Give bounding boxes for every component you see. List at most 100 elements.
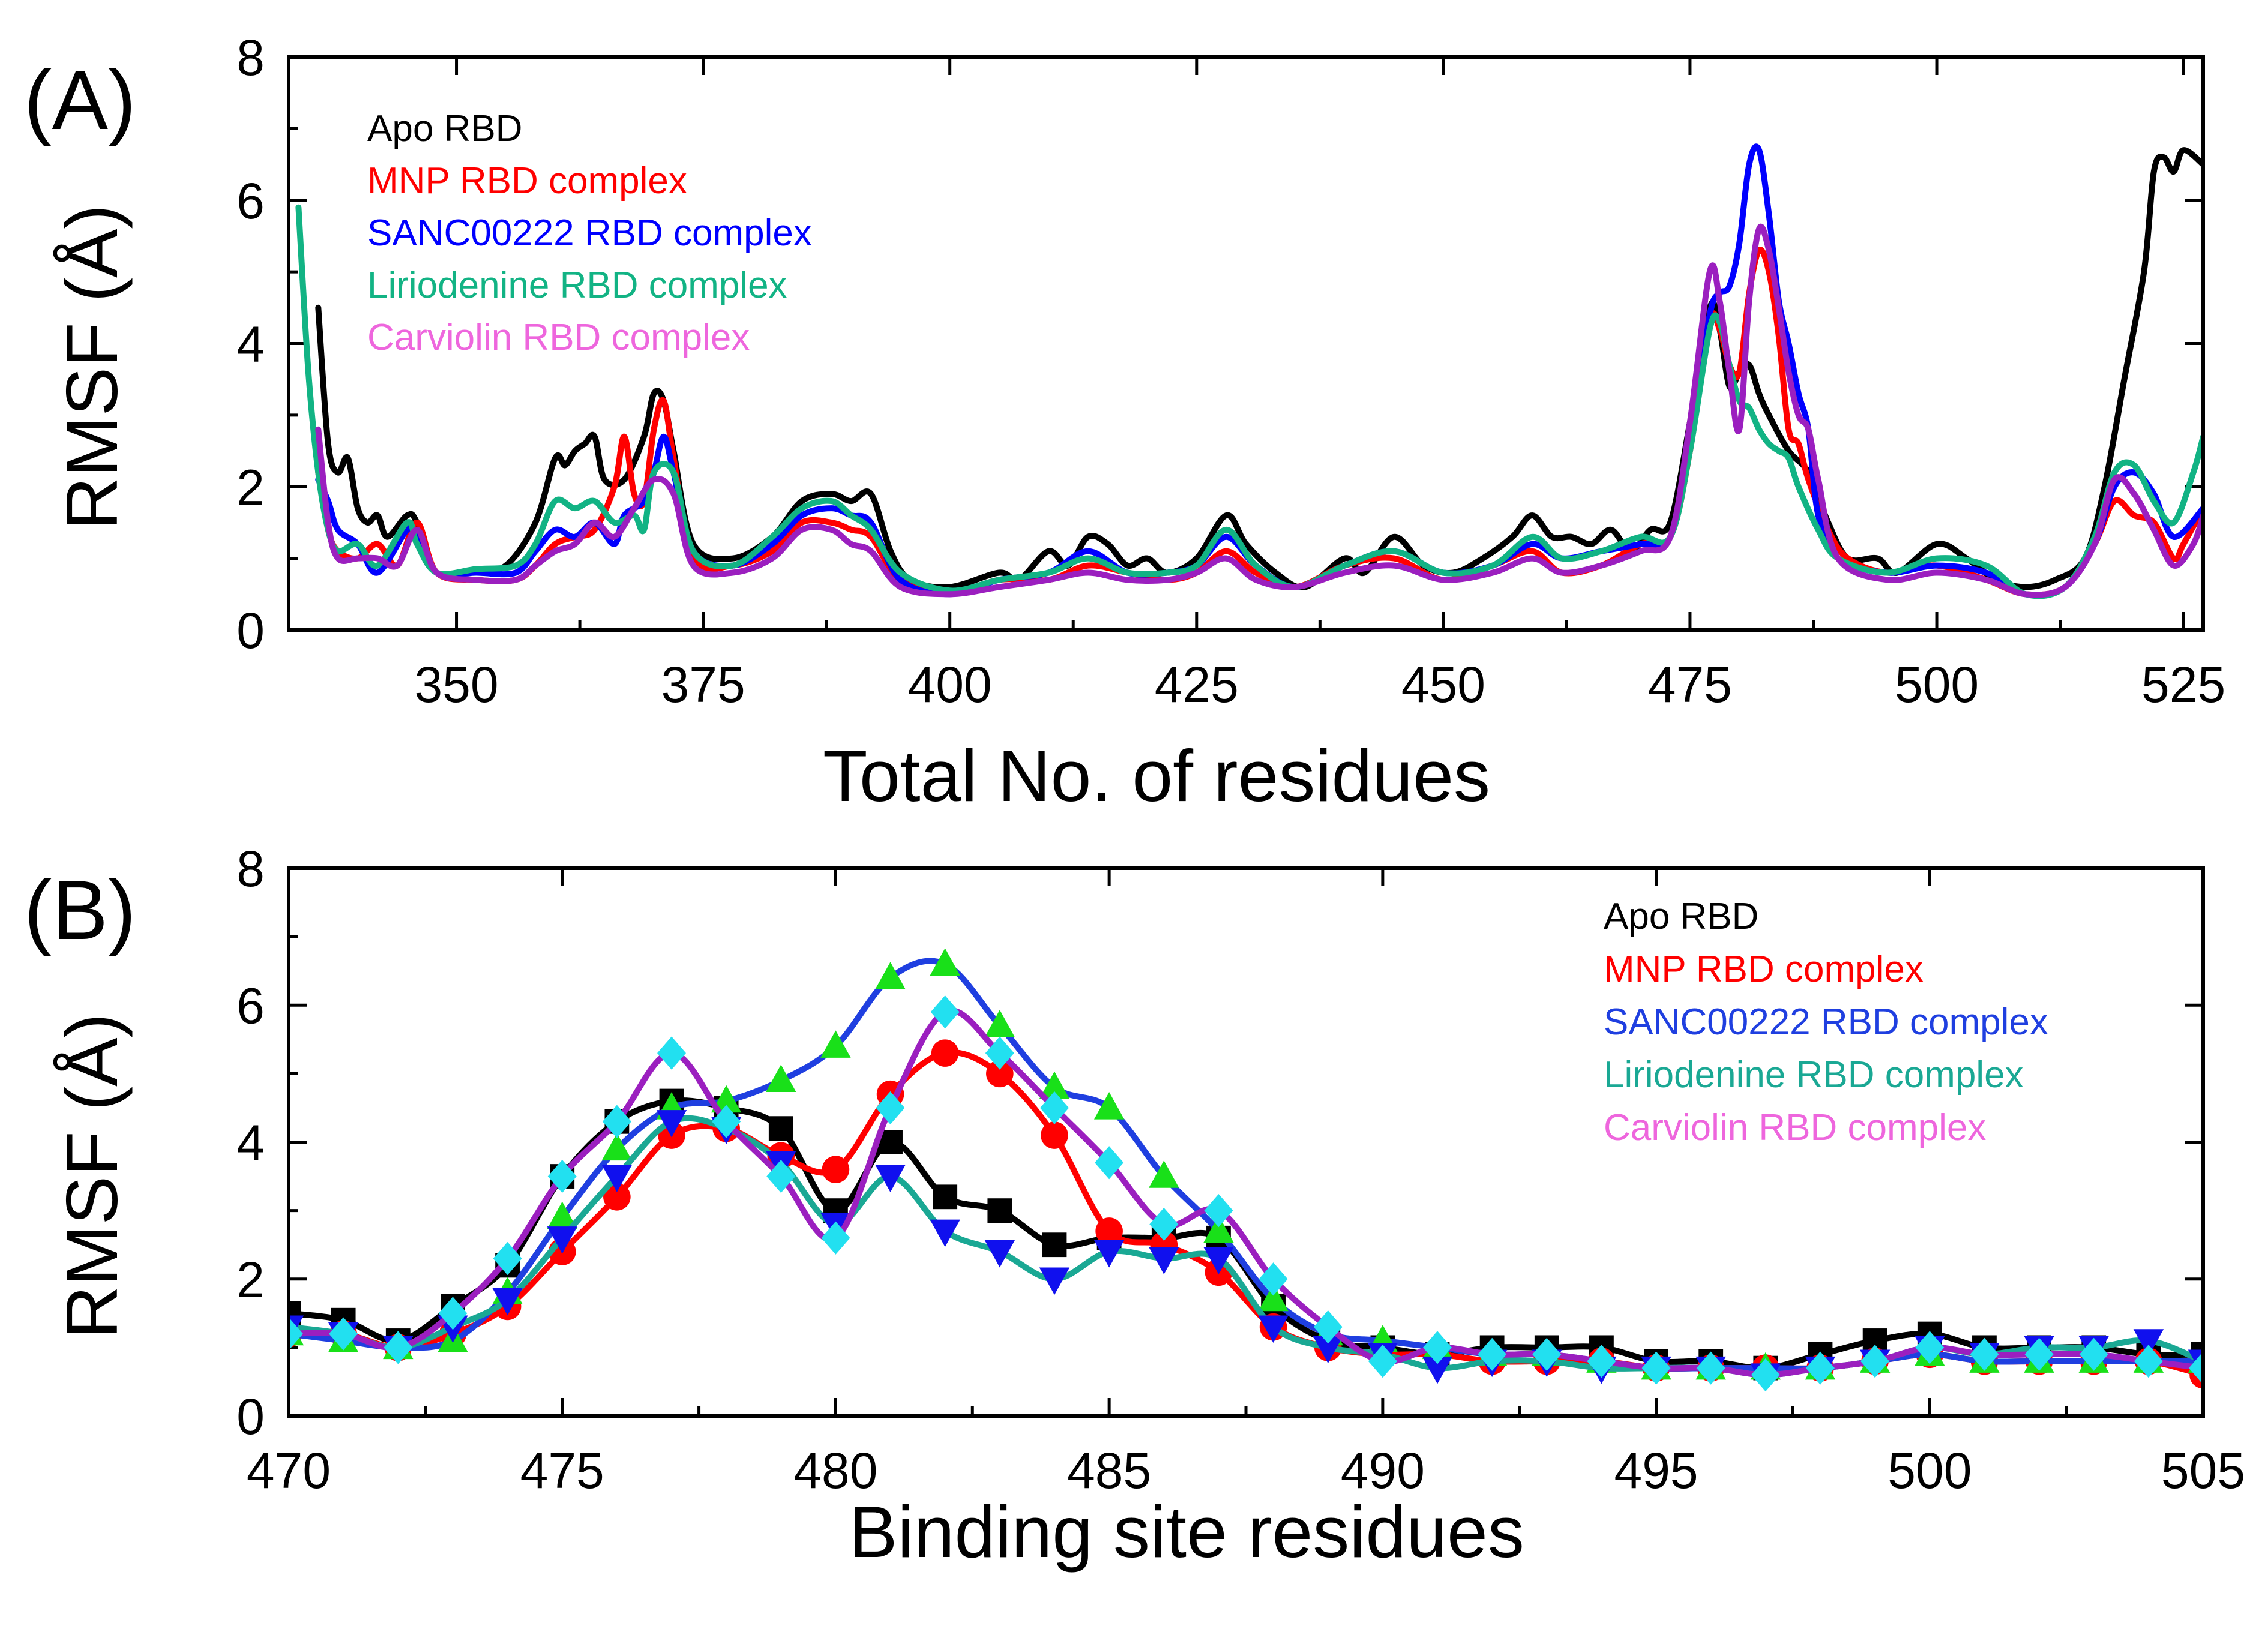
panel-a: (A) RMSF (Å) Total No. of residues 0 2 4 6 8…: [24, 29, 2225, 817]
marker-liriodenine-rbd-complex: [930, 1219, 960, 1247]
panel-a-legend: Apo RBD MNP RBD complex SANC00222 RBD comp…: [367, 108, 812, 358]
y-tick-label: 0: [236, 1388, 265, 1445]
panel-a-x-label: Total No. of residues: [823, 735, 1490, 817]
marker-sanc00222-rbd-complex: [820, 1030, 851, 1058]
marker-sanc00222-rbd-complex: [601, 1133, 633, 1161]
marker-sanc00222-rbd-complex: [1149, 1160, 1179, 1188]
marker-liriodenine-rbd-complex: [1422, 1356, 1453, 1384]
series-line-carviolin-rbd-complex: [315, 223, 2203, 598]
x-tick-label: 480: [793, 1442, 877, 1499]
marker-carviolin-rbd-complex: [438, 1297, 468, 1330]
marker-carviolin-rbd-complex: [766, 1159, 796, 1193]
marker-carviolin-rbd-complex: [1970, 1337, 1999, 1371]
marker-carviolin-rbd-complex: [1587, 1345, 1616, 1378]
marker-liriodenine-rbd-complex: [2133, 1329, 2164, 1357]
marker-liriodenine-rbd-complex: [656, 1110, 687, 1138]
x-tick-label: 400: [908, 656, 992, 713]
panel-b: (B) RMSF (Å) Binding site residues 0 2 4 6 8…: [24, 841, 2245, 1573]
x-tick-label: 350: [414, 656, 498, 713]
marker-carviolin-rbd-complex: [2134, 1345, 2163, 1378]
marker-carviolin-rbd-complex: [1478, 1337, 1507, 1371]
x-tick-label: 495: [1614, 1442, 1698, 1499]
marker-sanc00222-rbd-complex: [1203, 1215, 1234, 1243]
x-tick-label: 470: [247, 1442, 331, 1499]
marker-carviolin-rbd-complex: [1532, 1337, 1562, 1371]
y-tick-label: 6: [236, 173, 265, 229]
panel-b-frame: [287, 866, 2205, 1418]
marker-carviolin-rbd-complex: [1860, 1345, 1890, 1378]
x-tick-label: 475: [520, 1442, 604, 1499]
marker-mnp-rbd-complex: [931, 1039, 959, 1067]
marker-liriodenine-rbd-complex: [1093, 1240, 1125, 1268]
marker-apo-rbd: [933, 1184, 958, 1210]
marker-sanc00222-rbd-complex: [875, 962, 906, 989]
marker-liriodenine-rbd-complex: [547, 1226, 577, 1254]
marker-carviolin-rbd-complex: [1204, 1194, 1233, 1228]
x-tick-label: 525: [2141, 656, 2225, 713]
marker-carviolin-rbd-complex: [1641, 1351, 1671, 1385]
marker-mnp-rbd-complex: [1095, 1217, 1123, 1245]
marker-apo-rbd: [987, 1198, 1012, 1223]
marker-carviolin-rbd-complex: [1259, 1262, 1288, 1296]
legend-entry-liriodenine-rbd-complex: Liriodenine RBD complex: [367, 265, 787, 306]
marker-liriodenine-rbd-complex: [492, 1288, 523, 1316]
panel-b-label: (B): [24, 863, 136, 957]
marker-sanc00222-rbd-complex: [930, 948, 960, 976]
legend-entry-apo-rbd: Apo RBD: [1604, 896, 1758, 937]
marker-sanc00222-rbd-complex: [766, 1064, 796, 1092]
marker-liriodenine-rbd-complex: [1039, 1267, 1070, 1295]
legend-entry-carviolin-rbd-complex: Carviolin RBD complex: [1604, 1107, 1986, 1148]
marker-liriodenine-rbd-complex: [1258, 1315, 1289, 1343]
markers-carviolin-rbd-complex: [289, 995, 2203, 1392]
marker-liriodenine-rbd-complex: [875, 1165, 906, 1192]
marker-carviolin-rbd-complex: [602, 1105, 631, 1138]
legend-entry-apo-rbd: Apo RBD: [367, 108, 522, 149]
legend-entry-sanc00222-rbd-complex: SANC00222 RBD complex: [367, 212, 812, 254]
y-tick-label: 8: [236, 29, 265, 86]
marker-carviolin-rbd-complex: [329, 1317, 358, 1351]
panel-a-y-label: RMSF (Å): [51, 205, 133, 530]
marker-carviolin-rbd-complex: [1313, 1310, 1343, 1344]
marker-carviolin-rbd-complex: [1423, 1331, 1452, 1364]
marker-carviolin-rbd-complex: [384, 1331, 413, 1364]
marker-liriodenine-rbd-complex: [601, 1165, 633, 1192]
y-tick-label: 4: [236, 316, 265, 373]
marker-sanc00222-rbd-complex: [1258, 1283, 1289, 1312]
x-tick-label: 475: [1648, 656, 1732, 713]
y-tick-label: 0: [236, 602, 265, 659]
y-tick-label: 2: [236, 1252, 265, 1308]
marker-carviolin-rbd-complex: [1696, 1351, 1725, 1385]
marker-sanc00222-rbd-complex: [547, 1201, 577, 1229]
legend-entry-carviolin-rbd-complex: Carviolin RBD complex: [367, 317, 750, 358]
x-tick-label: 485: [1067, 1442, 1151, 1499]
y-tick-label: 8: [236, 841, 265, 897]
panel-b-y-label: RMSF (Å): [51, 1013, 133, 1339]
x-tick-label: 425: [1155, 656, 1239, 713]
marker-carviolin-rbd-complex: [1149, 1207, 1179, 1241]
marker-sanc00222-rbd-complex: [1093, 1092, 1125, 1120]
marker-carviolin-rbd-complex: [547, 1159, 577, 1193]
legend-entry-mnp-rbd-complex: MNP RBD complex: [367, 160, 687, 202]
marker-carviolin-rbd-complex: [1368, 1345, 1397, 1378]
marker-carviolin-rbd-complex: [289, 1317, 303, 1351]
marker-mnp-rbd-complex: [603, 1183, 631, 1211]
series-line-mnp-rbd-complex: [289, 1049, 2203, 1378]
marker-carviolin-rbd-complex: [712, 1105, 741, 1138]
marker-carviolin-rbd-complex: [657, 1036, 686, 1070]
marker-sanc00222-rbd-complex: [711, 1085, 742, 1113]
marker-carviolin-rbd-complex: [2189, 1351, 2203, 1385]
marker-carviolin-rbd-complex: [930, 995, 960, 1029]
marker-mnp-rbd-complex: [986, 1060, 1014, 1088]
panel-a-label: (A): [24, 53, 136, 147]
marker-carviolin-rbd-complex: [1751, 1358, 1780, 1392]
marker-sanc00222-rbd-complex: [984, 1010, 1015, 1037]
marker-mnp-rbd-complex: [822, 1156, 850, 1183]
marker-carviolin-rbd-complex: [493, 1241, 522, 1276]
y-tick-label: 6: [236, 977, 265, 1034]
legend-entry-liriodenine-rbd-complex: Liriodenine RBD complex: [1604, 1054, 2024, 1096]
x-tick-label: 450: [1401, 656, 1485, 713]
marker-carviolin-rbd-complex: [876, 1091, 905, 1125]
marker-carviolin-rbd-complex: [2024, 1337, 2054, 1371]
marker-apo-rbd: [768, 1116, 793, 1141]
